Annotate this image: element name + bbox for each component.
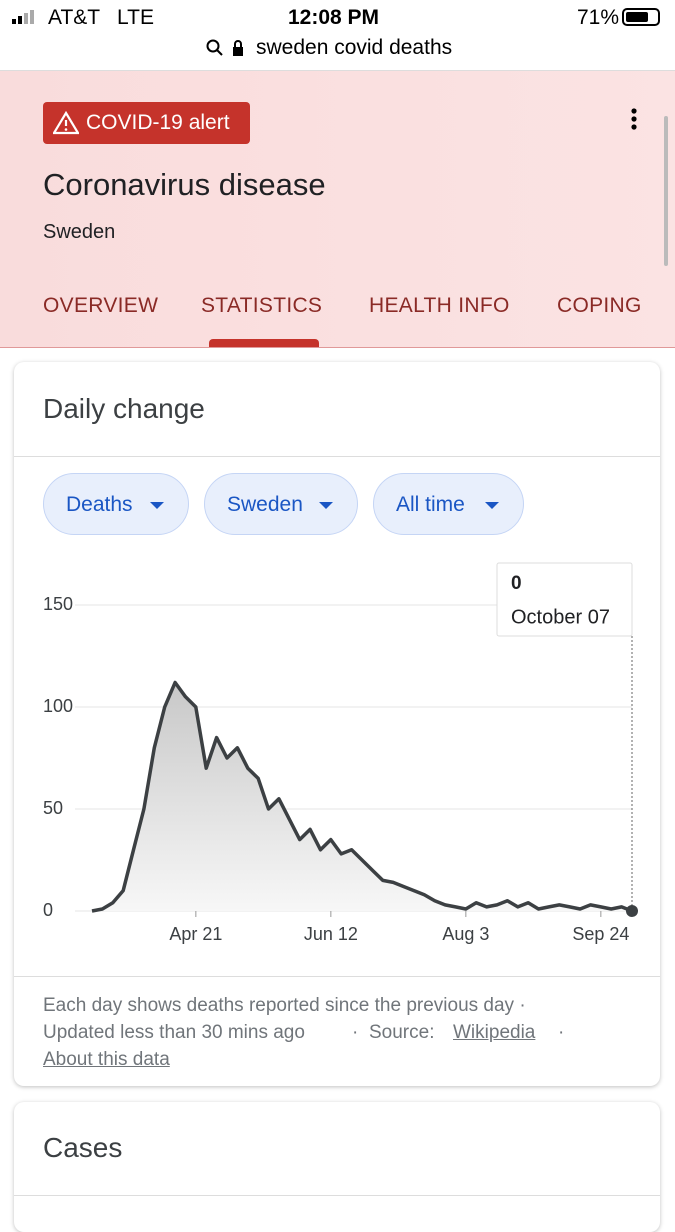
tooltip (496, 562, 633, 637)
url-query[interactable]: sweden covid deaths (256, 36, 453, 59)
filter-chip[interactable]: All time (373, 473, 524, 535)
line (91, 680, 633, 913)
tab[interactable]: COPING (557, 294, 642, 317)
title: Coronavirus disease (43, 167, 326, 202)
network: LTE (117, 6, 154, 29)
hover-point (626, 905, 638, 917)
header: COVID-19 alert Coronavirus disease Swede… (0, 71, 675, 348)
divider (14, 976, 660, 977)
menu-button[interactable] (628, 107, 640, 133)
battery-icon (622, 8, 660, 26)
alert-text: COVID-19 alert (86, 111, 230, 134)
carrier: AT&T (48, 6, 101, 29)
page: AT&T LTE 12:08 PM 71% sweden covid death… (0, 0, 675, 1196)
tooltip-date: October 07 (511, 606, 610, 628)
x-tick-label: Sep 24 (572, 924, 629, 944)
x-tick-label: Aug 3 (442, 924, 489, 944)
lock-search-icons (206, 39, 243, 56)
tab[interactable]: HEALTH INFO (369, 294, 510, 317)
battery-level: 71% (577, 6, 620, 29)
filter-chip[interactable]: Sweden (204, 473, 358, 535)
x-tick-label: Jun 12 (304, 924, 358, 944)
x-tick-label: Apr 21 (169, 924, 222, 944)
chart: 0 50 100 150 Apr 21 Jun 12 Aug 3 Sep 24 0 October… (43, 562, 638, 944)
divider (14, 456, 660, 457)
tooltip-value: 0 (511, 573, 522, 594)
separator: · (558, 1022, 565, 1043)
signal (12, 10, 42, 24)
y-tick-label: 100 (43, 696, 73, 716)
separator: · (352, 1022, 359, 1043)
about-link[interactable]: About this data (43, 1049, 170, 1070)
chip-label: Sweden (227, 493, 303, 516)
scrollbar (664, 116, 668, 266)
filter-chip[interactable]: Deaths (43, 473, 189, 535)
clock: 12:08 PM (288, 6, 380, 29)
chip-label: Deaths (66, 493, 133, 516)
subtitle: Sweden (43, 221, 116, 243)
alert-badge[interactable]: COVID-19 alert (43, 102, 250, 144)
y-tick-label: 150 (43, 594, 73, 614)
card (14, 1102, 660, 1232)
updated: Updated less than 30 mins ago (43, 1022, 305, 1043)
card-title: Daily change (43, 393, 205, 424)
source-label: Source: (369, 1022, 435, 1043)
chip-label: All time (396, 493, 465, 516)
area (92, 682, 632, 911)
divider (14, 1195, 660, 1196)
source-link[interactable]: Wikipedia (453, 1022, 536, 1043)
tab[interactable]: STATISTICS (201, 294, 323, 317)
footer-note: Each day shows deaths reported since the… (43, 995, 526, 1016)
tab[interactable]: OVERVIEW (43, 294, 159, 317)
status-bar: AT&T LTE 12:08 PM 71% sweden covid death… (0, 0, 675, 71)
y-tick-label: 0 (43, 900, 53, 920)
card-title: Cases (43, 1132, 123, 1163)
y-tick-label: 50 (43, 798, 63, 818)
tab-indicator (209, 339, 319, 347)
